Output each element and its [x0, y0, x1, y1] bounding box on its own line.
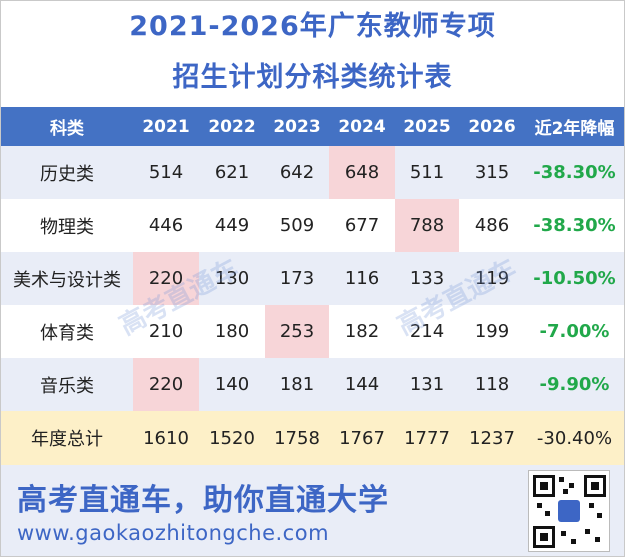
table-row: 历史类 514 621 642 648 511 315 -38.30% [1, 146, 624, 199]
table-cell: 511 [409, 162, 445, 183]
header-2025: 2025 [403, 116, 451, 137]
website-link[interactable]: www.gaokaozhitongche.com [17, 521, 330, 545]
table-header-row: 科类 2021 2022 2023 2024 2025 2026 近2年降幅 [1, 107, 624, 146]
qr-logo [558, 500, 580, 522]
table-cell: 486 [474, 215, 510, 236]
table-row: 美术与设计类 220 130 173 116 133 119 -10.50% [1, 252, 624, 305]
row-label: 物理类 [40, 216, 94, 238]
row-label: 年度总计 [31, 429, 103, 450]
table-row: 音乐类 220 140 181 144 131 118 -9.90% [1, 358, 624, 411]
table-cell-peak: 648 [329, 146, 395, 199]
header-2024: 2024 [338, 116, 386, 137]
table-cell: 1777 [404, 427, 450, 449]
table-cell: 118 [474, 374, 510, 395]
table-cell: 449 [214, 215, 250, 236]
decline-value: -7.00% [539, 321, 610, 342]
header-2026: 2026 [468, 116, 516, 137]
table-row: 物理类 446 449 509 677 788 486 -38.30% [1, 199, 624, 252]
table-cell: 119 [474, 268, 510, 289]
table-cell: 642 [279, 162, 315, 183]
row-label: 体育类 [40, 322, 94, 344]
table-cell: 131 [409, 374, 445, 395]
table-cell: 144 [344, 374, 380, 395]
table-cell: 677 [344, 215, 380, 236]
footer-banner: 高考直通车，助你直通大学 www.gaokaozhitongche.com [1, 465, 624, 556]
table-cell: 181 [279, 374, 315, 395]
row-label: 历史类 [40, 163, 94, 185]
header-category: 科类 [50, 119, 84, 139]
page-subtitle: 招生计划分科类统计表 [172, 62, 453, 93]
table-cell: 199 [474, 321, 510, 342]
table-cell: 140 [214, 374, 250, 395]
decline-value: -30.40% [536, 427, 613, 449]
footer-slogan: 高考直通车，助你直通大学 [17, 483, 389, 518]
row-label: 音乐类 [40, 375, 94, 397]
table-cell: 1767 [339, 427, 385, 449]
table-cell: 315 [474, 162, 510, 183]
table-cell: 214 [409, 321, 445, 342]
decline-value: -38.30% [533, 162, 616, 183]
table-cell-peak: 788 [395, 199, 459, 252]
table-row: 体育类 210 180 253 182 214 199 -7.00% [1, 305, 624, 358]
row-label: 美术与设计类 [13, 269, 121, 291]
qr-code-icon [528, 470, 610, 552]
table-cell: 180 [214, 321, 250, 342]
table-cell: 621 [214, 162, 250, 183]
decline-value: -38.30% [533, 215, 616, 236]
decline-value: -10.50% [533, 268, 616, 289]
table-cell: 446 [148, 215, 184, 236]
header-decline: 近2年降幅 [534, 119, 615, 139]
decline-value: -9.90% [539, 374, 610, 395]
header-2023: 2023 [273, 116, 321, 137]
table-cell: 133 [409, 268, 445, 289]
table-cell-peak: 220 [133, 252, 199, 305]
table-total-row: 年度总计 1610 1520 1758 1767 1777 1237 -30.4… [1, 411, 624, 465]
table-cell: 509 [279, 215, 315, 236]
table-cell: 210 [148, 321, 184, 342]
table-cell-peak: 220 [133, 358, 199, 411]
header-2021: 2021 [142, 116, 190, 137]
page-title: 2021-2026年广东教师专项 [129, 11, 496, 42]
table-cell: 116 [344, 268, 380, 289]
table-cell: 1758 [274, 427, 320, 449]
table-cell: 1610 [143, 427, 189, 449]
table-cell: 130 [214, 268, 250, 289]
table-cell: 182 [344, 321, 380, 342]
table-cell: 173 [279, 268, 315, 289]
table-cell: 514 [148, 162, 184, 183]
table-cell: 1237 [469, 427, 515, 449]
header-2022: 2022 [208, 116, 256, 137]
table-cell-peak: 253 [265, 305, 329, 358]
table-cell: 1520 [209, 427, 255, 449]
